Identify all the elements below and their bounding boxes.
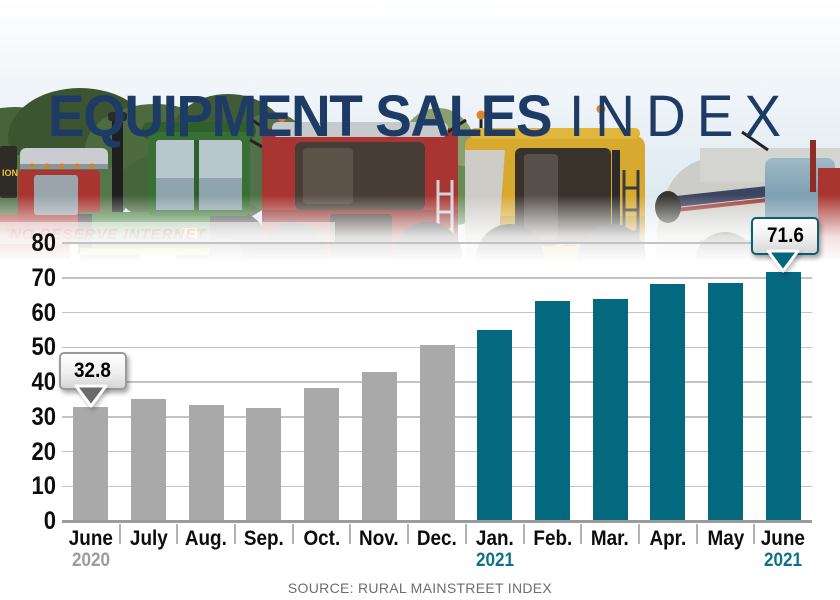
callout-arrow-icon bbox=[74, 384, 108, 408]
x-label-Apr: Apr. bbox=[649, 527, 687, 550]
gridline-70 bbox=[62, 277, 812, 279]
x-axis-tick bbox=[291, 524, 294, 544]
callout-71.6: 71.6 bbox=[751, 217, 820, 256]
bar-Apr bbox=[650, 284, 686, 521]
title-light-text: INDEX bbox=[569, 82, 793, 149]
x-axis-tick bbox=[176, 524, 179, 544]
photo-sign-text: ION bbox=[2, 168, 18, 178]
y-axis-label-50: 50 bbox=[31, 333, 56, 362]
bar-Nov bbox=[361, 371, 397, 521]
x-label-Aug: Aug. bbox=[185, 527, 228, 550]
page-title: EQUIPMENT SALES INDEX bbox=[0, 82, 840, 149]
x-axis-tick bbox=[580, 524, 583, 544]
y-axis-label-0: 0 bbox=[43, 507, 56, 535]
callout-32.8: 32.8 bbox=[58, 352, 127, 391]
x-axis-tick bbox=[637, 524, 640, 544]
x-axis-tick bbox=[695, 524, 698, 544]
x-label-Jan: Jan. bbox=[475, 527, 514, 550]
x-axis-tick bbox=[349, 524, 352, 544]
x-axis-line bbox=[62, 520, 812, 523]
bar-Aug bbox=[188, 405, 224, 521]
bar-Jan-2021 bbox=[477, 329, 513, 521]
bar-May bbox=[707, 282, 743, 521]
bar-Dec bbox=[419, 345, 455, 521]
x-label-Dec: Dec. bbox=[417, 527, 457, 550]
callout-arrow-icon bbox=[766, 249, 800, 273]
year-label-2020: 2020 bbox=[71, 550, 110, 571]
gridline-60 bbox=[62, 311, 812, 314]
x-label-Feb: Feb. bbox=[532, 527, 572, 550]
bar-Sep bbox=[246, 408, 282, 521]
x-label-June: June bbox=[761, 527, 806, 550]
source-credit: SOURCE: RURAL MAINSTREET INDEX bbox=[287, 580, 553, 596]
photo-bottom-fade bbox=[0, 195, 840, 262]
callout-value: 71.6 bbox=[766, 224, 804, 248]
x-axis-tick bbox=[522, 524, 525, 544]
x-axis-tick bbox=[464, 524, 467, 544]
year-label-2021: 2021 bbox=[475, 550, 514, 571]
x-axis-tick bbox=[234, 524, 237, 544]
bar-Oct bbox=[304, 387, 340, 521]
title-bold-text: EQUIPMENT SALES bbox=[47, 82, 553, 149]
x-label-Nov: Nov. bbox=[359, 527, 400, 550]
x-axis-tick bbox=[407, 524, 410, 544]
header-photo: ION bbox=[0, 0, 840, 262]
x-label-July: July bbox=[129, 527, 168, 550]
bar-June-2020 bbox=[73, 407, 109, 521]
y-axis-label-40: 40 bbox=[31, 368, 56, 396]
callout-value: 32.8 bbox=[74, 359, 112, 383]
x-label-June: June bbox=[68, 527, 113, 550]
y-axis-label-80: 80 bbox=[31, 229, 56, 257]
x-label-May: May bbox=[707, 527, 744, 550]
bar-June-2021 bbox=[765, 272, 801, 521]
x-label-Mar: Mar. bbox=[591, 527, 629, 550]
gridline-80 bbox=[62, 242, 812, 244]
y-axis-label-30: 30 bbox=[31, 402, 56, 431]
y-axis-label-20: 20 bbox=[31, 437, 56, 466]
x-label-Sep: Sep. bbox=[243, 527, 284, 550]
bar-July bbox=[131, 399, 167, 521]
bar-Feb bbox=[534, 301, 570, 521]
bar-Mar bbox=[592, 298, 628, 521]
x-axis-tick bbox=[753, 524, 756, 544]
x-axis-tick bbox=[118, 524, 121, 544]
y-axis-label-60: 60 bbox=[31, 298, 56, 327]
x-label-Oct: Oct. bbox=[303, 527, 340, 550]
y-axis-label-70: 70 bbox=[31, 263, 56, 292]
y-axis-label-10: 10 bbox=[31, 472, 56, 501]
year-label-2021: 2021 bbox=[764, 550, 803, 571]
